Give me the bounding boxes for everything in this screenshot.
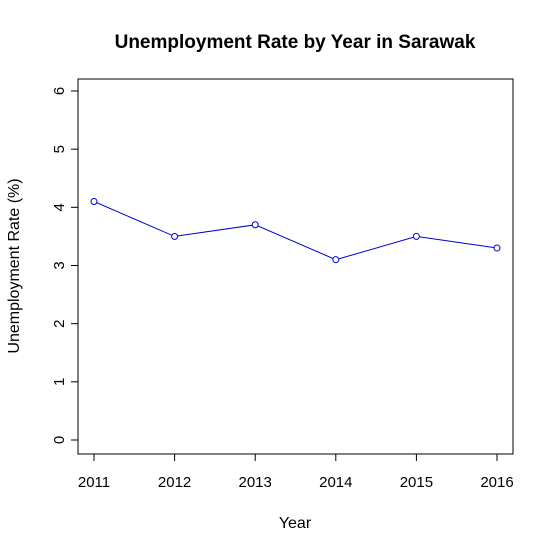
y-tick-label: 5 [51, 145, 68, 153]
x-tick-label: 2012 [158, 474, 191, 491]
x-tick-label: 2011 [78, 474, 110, 491]
data-point [90, 198, 98, 206]
x-tick-label: 2014 [319, 474, 352, 491]
data-point [493, 244, 501, 252]
data-point [332, 256, 340, 264]
chart-title: Unemployment Rate by Year in Sarawak [115, 32, 476, 53]
x-tick-label: 2016 [480, 474, 513, 491]
x-tick-label: 2013 [239, 474, 272, 491]
y-tick-label: 6 [51, 87, 68, 95]
y-tick-label: 0 [51, 436, 68, 444]
y-tick-label: 3 [51, 261, 68, 269]
y-tick-label: 2 [51, 319, 68, 327]
x-axis: 2011 2012 2013 2014 2015 2016 [78, 453, 514, 491]
plot-frame [77, 78, 514, 455]
data-point [171, 232, 179, 240]
data-point [251, 221, 259, 229]
y-axis: 0 1 2 3 4 5 6 [51, 87, 79, 444]
y-tick-label: 4 [51, 203, 68, 211]
x-tick-label: 2015 [400, 474, 433, 491]
y-tick-label: 1 [51, 378, 68, 386]
series-layer [90, 198, 501, 264]
data-point [412, 232, 420, 240]
x-axis-label: Year [279, 515, 312, 532]
series-line [93, 201, 498, 261]
y-axis-label: Unemployment Rate (%) [6, 178, 23, 353]
